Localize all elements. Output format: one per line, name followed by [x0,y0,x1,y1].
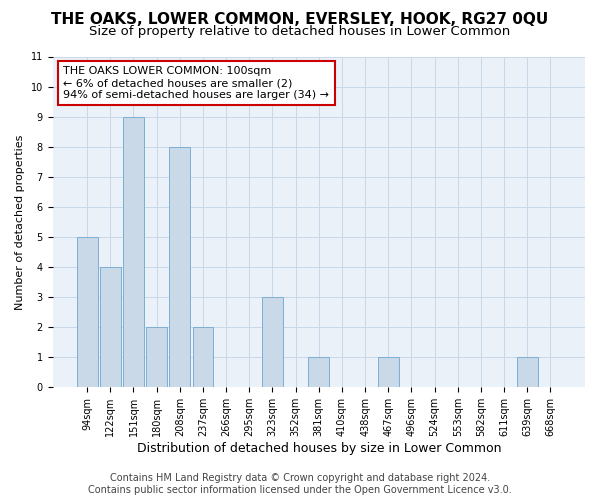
Bar [517,358,538,388]
Bar [193,327,214,388]
Text: THE OAKS LOWER COMMON: 100sqm
← 6% of detached houses are smaller (2)
94% of sem: THE OAKS LOWER COMMON: 100sqm ← 6% of de… [63,66,329,100]
Text: Contains HM Land Registry data © Crown copyright and database right 2024.
Contai: Contains HM Land Registry data © Crown c… [88,474,512,495]
Text: Size of property relative to detached houses in Lower Common: Size of property relative to detached ho… [89,25,511,38]
Bar [146,327,167,388]
Bar [262,297,283,388]
Bar [378,358,398,388]
Text: THE OAKS, LOWER COMMON, EVERSLEY, HOOK, RG27 0QU: THE OAKS, LOWER COMMON, EVERSLEY, HOOK, … [52,12,548,28]
Bar [308,358,329,388]
X-axis label: Distribution of detached houses by size in Lower Common: Distribution of detached houses by size … [137,442,501,455]
Bar [100,267,121,388]
Y-axis label: Number of detached properties: Number of detached properties [15,134,25,310]
Bar [77,237,98,388]
Bar [169,146,190,388]
Bar [123,116,144,388]
